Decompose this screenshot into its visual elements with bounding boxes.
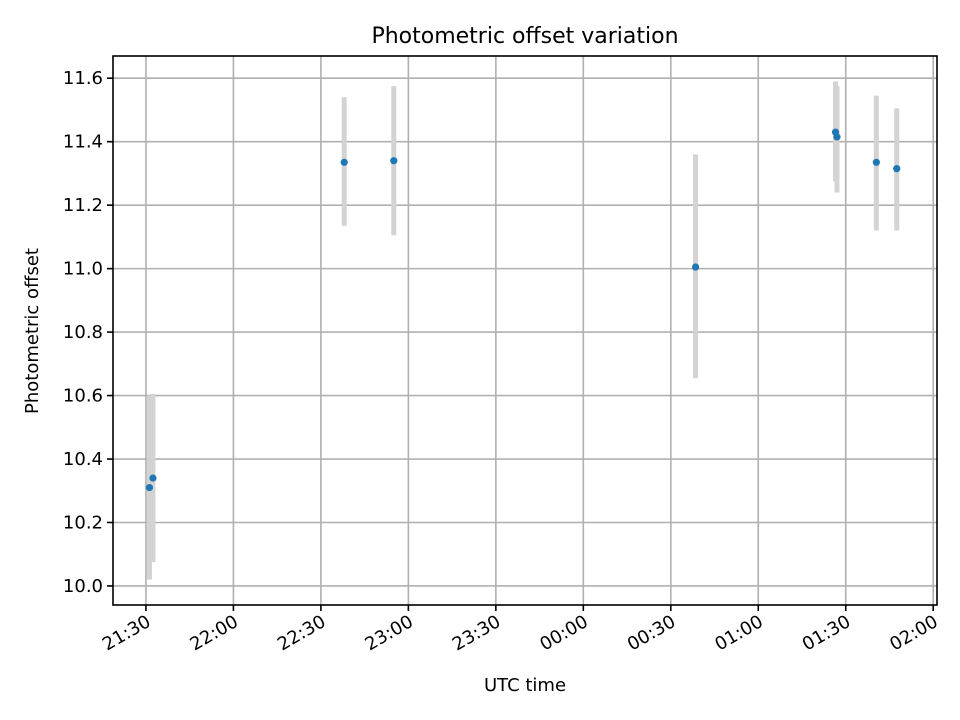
grid-layer: [113, 56, 937, 605]
data-point: [833, 133, 841, 141]
x-tick-label: 00:30: [624, 611, 679, 655]
y-tick-label: 10.4: [63, 449, 103, 470]
x-tick-label: 21:30: [99, 611, 154, 655]
data-point: [691, 263, 700, 271]
x-tick-label: 01:00: [711, 611, 766, 655]
y-tick-label: 11.4: [63, 132, 103, 153]
x-axis-label: UTC time: [484, 675, 566, 696]
data-point: [893, 165, 901, 173]
y-tick-label: 11.0: [63, 259, 103, 280]
y-tick-label: 11.2: [63, 195, 103, 216]
data-point: [145, 483, 154, 492]
data-point: [149, 474, 157, 482]
x-tick-label: 22:00: [186, 611, 241, 655]
x-tick-label: 22:30: [274, 611, 329, 655]
y-axis-label: Photometric offset: [22, 248, 43, 414]
y-tick-label: 10.6: [63, 386, 103, 407]
error-bar-layer: [146, 81, 900, 580]
y-tick-label: 11.6: [63, 68, 103, 89]
x-tick-label: 01:30: [799, 611, 854, 655]
tick-layer: 10.0 10.2 10.4 10.6 10.8 11.0 11.2 11.4 11.6 21:3…: [63, 68, 942, 655]
x-tick-label: 23:00: [361, 611, 416, 655]
data-point: [340, 158, 348, 166]
x-tick-label: 00:00: [536, 611, 591, 655]
x-tick-label: 23:30: [449, 611, 504, 655]
plot-frame: [112, 55, 938, 606]
data-point: [390, 157, 398, 165]
data-point: [872, 158, 880, 166]
chart-title: Photometric offset variation: [371, 24, 678, 49]
y-tick-label: 10.0: [63, 576, 103, 597]
x-tick-label: 02:00: [886, 611, 941, 655]
y-tick-label: 10.2: [63, 512, 103, 533]
y-tick-label: 10.8: [63, 322, 103, 343]
data-point-layer: [145, 128, 901, 492]
